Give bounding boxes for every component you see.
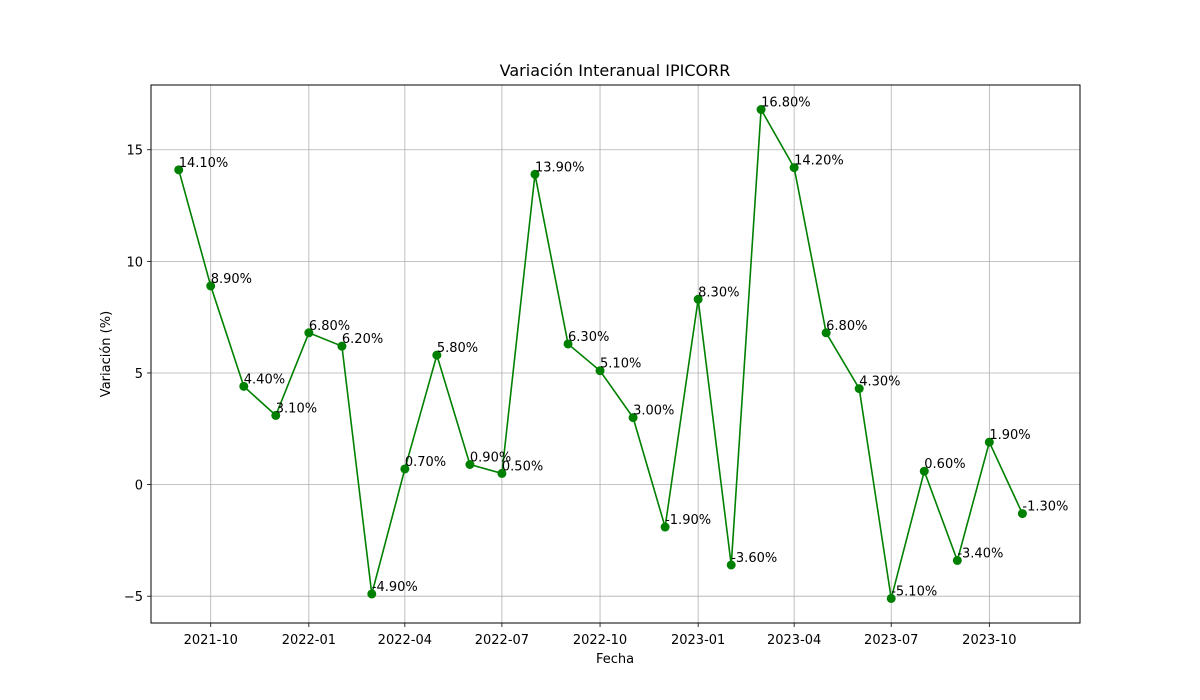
data-label: 4.40% xyxy=(244,372,285,387)
data-point xyxy=(530,169,540,179)
x-tick-label: 2022-07 xyxy=(475,633,529,648)
data-point xyxy=(497,468,507,478)
data-label: 6.80% xyxy=(309,319,350,334)
series-points xyxy=(174,105,1027,603)
x-axis: 2021-10 2022-01 2022-04 2022-07 2022-10 2023-… xyxy=(184,623,1017,648)
data-label: 1.90% xyxy=(989,428,1030,443)
y-tick-label: 10 xyxy=(126,255,143,270)
data-label: 3.10% xyxy=(276,401,317,416)
data-label: 16.80% xyxy=(761,96,811,111)
data-point xyxy=(400,464,410,474)
x-tick-label: 2023-07 xyxy=(864,633,918,648)
data-label: 8.30% xyxy=(698,285,739,300)
x-tick-label: 2022-01 xyxy=(282,633,336,648)
data-label: 3.00% xyxy=(633,404,674,419)
series-line xyxy=(177,106,1024,599)
data-point xyxy=(174,165,184,175)
data-point xyxy=(337,341,347,351)
x-tick-label: 2021-10 xyxy=(184,633,238,648)
data-label: -1.90% xyxy=(665,513,711,528)
data-label: 8.90% xyxy=(211,272,252,287)
data-point xyxy=(821,328,831,338)
y-tick-label: 0 xyxy=(135,479,143,494)
y-tick-label: 5 xyxy=(135,367,143,382)
data-point xyxy=(206,281,216,291)
data-label: 13.90% xyxy=(535,160,585,175)
data-point xyxy=(854,384,864,394)
data-label: -5.10% xyxy=(891,584,937,599)
x-tick-label: 2022-04 xyxy=(378,633,432,648)
y-tick-label: −5 xyxy=(124,590,143,605)
x-tick-label: 2023-10 xyxy=(962,633,1016,648)
plot-frame xyxy=(150,84,1081,624)
data-point xyxy=(1017,509,1027,519)
data-point xyxy=(789,163,799,173)
data-point xyxy=(239,381,249,391)
data-point xyxy=(367,589,377,599)
data-label: -3.60% xyxy=(731,551,777,566)
data-label: 14.10% xyxy=(179,156,229,171)
data-point xyxy=(756,105,766,115)
x-tick-label: 2023-01 xyxy=(671,633,725,648)
y-tick-label: 15 xyxy=(126,144,143,159)
data-point xyxy=(919,466,929,476)
grid xyxy=(151,85,1080,623)
data-point xyxy=(693,294,703,304)
data-point xyxy=(984,437,994,447)
data-point xyxy=(726,560,736,570)
data-label: 0.50% xyxy=(502,459,543,474)
data-label: 0.70% xyxy=(405,455,446,470)
data-label: -3.40% xyxy=(957,546,1003,561)
data-label: 6.30% xyxy=(568,330,609,345)
data-label: 14.20% xyxy=(794,154,844,169)
data-point xyxy=(304,328,314,338)
data-point xyxy=(886,593,896,603)
data-labels: 14.10%8.90%4.40%3.10%6.80%6.20%-4.90%0.7… xyxy=(179,96,1069,600)
x-tick-label: 2023-04 xyxy=(767,633,821,648)
data-label: 6.80% xyxy=(826,319,867,334)
data-point xyxy=(628,413,638,423)
data-label: 0.90% xyxy=(470,451,511,466)
x-tick-label: 2022-10 xyxy=(573,633,627,648)
data-label: -4.90% xyxy=(372,580,418,595)
data-point xyxy=(271,410,281,420)
data-label: 4.30% xyxy=(859,375,900,390)
y-axis: −5 0 5 10 15 xyxy=(124,144,151,605)
data-label: 6.20% xyxy=(342,332,383,347)
data-label: 5.80% xyxy=(437,341,478,356)
data-point xyxy=(952,555,962,565)
x-axis-title: Fecha xyxy=(596,652,634,667)
data-point xyxy=(432,350,442,360)
data-point xyxy=(660,522,670,532)
data-label: 5.10% xyxy=(600,357,641,372)
y-axis-title: Variación (%) xyxy=(99,311,114,397)
data-label: -1.30% xyxy=(1022,500,1068,515)
chart-title: Variación Interanual IPICORR xyxy=(500,61,731,80)
data-label: 0.60% xyxy=(924,457,965,472)
data-point xyxy=(595,366,605,376)
data-point xyxy=(563,339,573,349)
data-point xyxy=(465,460,475,470)
